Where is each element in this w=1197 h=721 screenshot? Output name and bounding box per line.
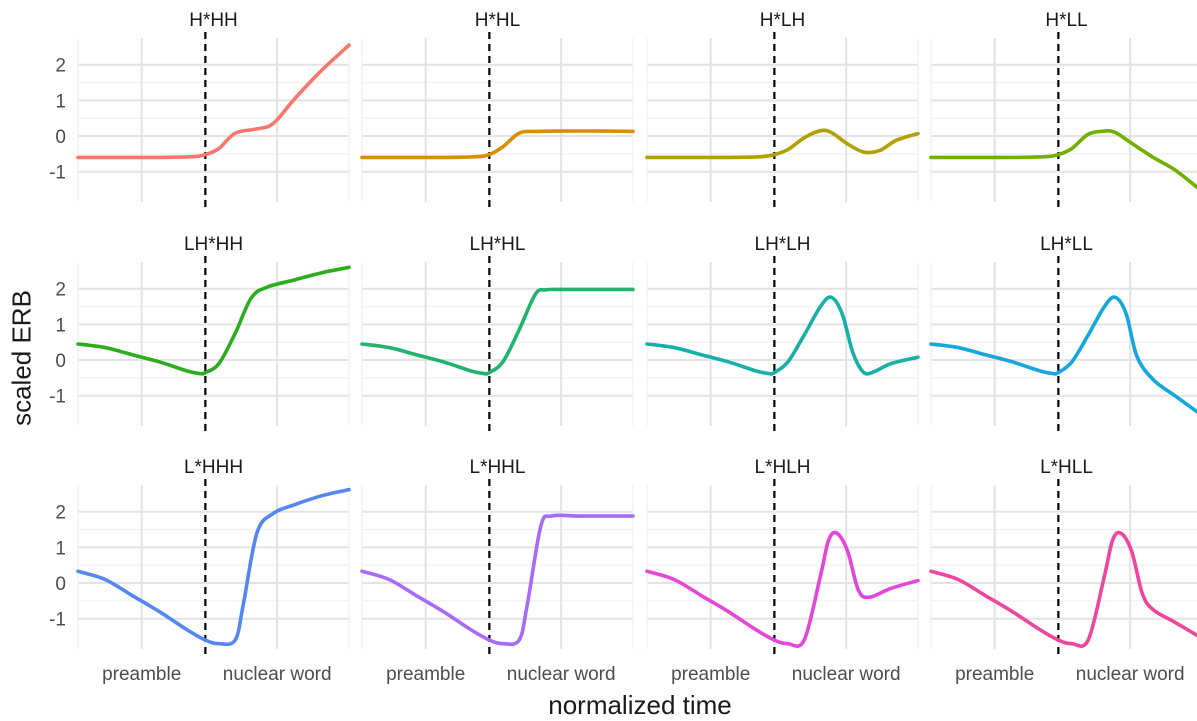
panel-title: L*HLH: [755, 457, 811, 478]
panel-lstarhlh: L*HLH preamble nuclear word: [645, 457, 920, 685]
panel-hstarlh: H*LH: [645, 10, 920, 208]
y-tick-label: 1: [55, 538, 66, 559]
x-tick-label: nuclear word: [223, 664, 332, 685]
x-tick-label: nuclear word: [1076, 664, 1185, 685]
y-tick-label: 0: [55, 351, 66, 372]
y-tick-label: -1: [49, 387, 66, 408]
series-line: [360, 513, 635, 647]
y-tick-label: -1: [49, 163, 66, 184]
x-tick-label: preamble: [955, 664, 1034, 685]
x-tick-label: nuclear word: [507, 664, 616, 685]
panel-lstarhll: L*HLL preamble nuclear word: [929, 457, 1197, 685]
series-line: [76, 487, 351, 647]
panel-title: LH*HL: [470, 234, 526, 255]
panel-lhstarlh: LH*LH: [645, 234, 920, 432]
y-tick-label: 2: [55, 280, 66, 301]
series-line: [360, 129, 635, 160]
series-line: [76, 43, 351, 160]
series-line: [76, 265, 351, 376]
y-tick-label: 0: [55, 574, 66, 595]
panel-title: L*HHH: [184, 457, 243, 478]
y-tick-label: 0: [55, 127, 66, 148]
series-line: [929, 530, 1197, 648]
x-tick-label: nuclear word: [792, 664, 901, 685]
panel-title: LH*LH: [755, 234, 811, 255]
panel-hstarhh: H*HH -1 0 1 2: [49, 10, 351, 208]
panel-title: L*HHL: [470, 457, 526, 478]
panel-title: H*HL: [475, 10, 520, 31]
series-line: [929, 129, 1197, 190]
panel-title: H*LH: [760, 10, 805, 31]
panel-title: H*HH: [189, 10, 238, 31]
panel-title: H*LL: [1045, 10, 1087, 31]
panel-title: LH*LL: [1040, 234, 1093, 255]
panel-hstarhl: H*HL: [360, 10, 635, 208]
series-line: [360, 287, 635, 376]
series-line: [645, 295, 920, 376]
series-line: [645, 530, 920, 648]
x-tick-label: preamble: [386, 664, 465, 685]
y-tick-label: -1: [49, 610, 66, 631]
x-tick-label: preamble: [671, 664, 750, 685]
panel-lhstarhh: LH*HH -1 0 1 2: [49, 234, 351, 432]
x-tick-label: preamble: [102, 664, 181, 685]
y-tick-label: 2: [55, 56, 66, 77]
y-tick-label: 1: [55, 315, 66, 336]
y-tick-label: 1: [55, 91, 66, 112]
series-line: [645, 128, 920, 160]
panel-title: LH*HH: [184, 234, 243, 255]
panel-hstarll: H*LL: [929, 10, 1197, 208]
panel-lstarhhh: L*HHH -1 0 1 2 preamble nuclear word: [49, 457, 351, 685]
panel-lhstarll: LH*LL: [929, 234, 1197, 432]
panel-lhstarhl: LH*HL: [360, 234, 635, 432]
series-line: [929, 295, 1197, 414]
y-tick-label: 2: [55, 503, 66, 524]
facet-panels: H*HH -1 0 1 2 H*HL H*LH H*LL LH*HH -1 0 1 2 LH*HL LH*L…: [49, 10, 1197, 685]
panel-lstarhhl: L*HHL preamble nuclear word: [360, 457, 635, 685]
x-axis-label: normalized time: [548, 690, 732, 720]
panel-title: L*HLL: [1040, 457, 1093, 478]
